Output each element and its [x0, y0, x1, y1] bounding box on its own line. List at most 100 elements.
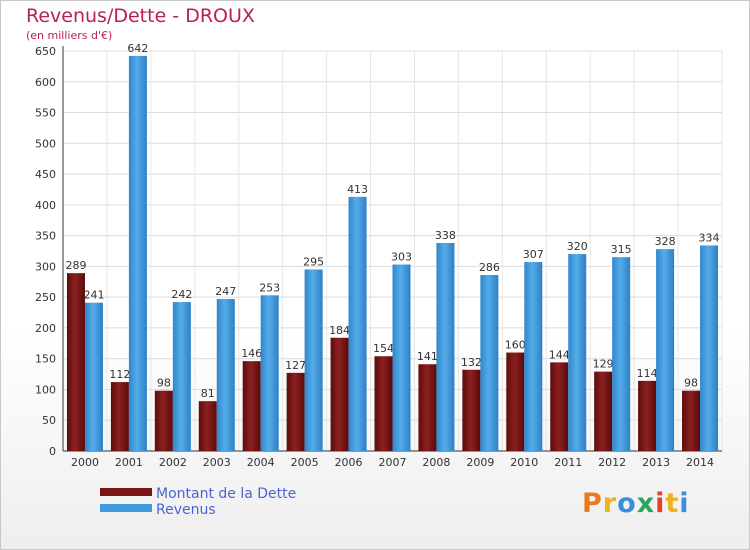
y-tick-label: 600	[35, 76, 56, 89]
logo-letter: o	[617, 488, 637, 519]
legend-label-dette: Montant de la Dette	[156, 486, 297, 502]
bar-revenus-2011	[568, 254, 587, 451]
bar-revenus-2014	[700, 245, 719, 451]
data-label-revenus-2005: 295	[303, 255, 324, 268]
x-tick-label: 2012	[598, 456, 626, 469]
bar-revenus-2013	[656, 249, 675, 451]
y-tick-label: 400	[35, 199, 56, 212]
y-tick-label: 300	[35, 260, 56, 273]
x-tick-label: 2009	[466, 456, 494, 469]
data-label-revenus-2006: 413	[347, 183, 368, 196]
bar-dette-2004	[242, 361, 261, 451]
bar-dette-2013	[638, 380, 657, 451]
data-label-revenus-2001: 642	[127, 42, 148, 55]
data-label-dette-2007: 154	[373, 342, 394, 355]
bar-dette-2001	[110, 382, 129, 451]
data-label-dette-2006: 184	[329, 324, 350, 337]
x-tick-label: 2004	[247, 456, 275, 469]
x-tick-label: 2005	[291, 456, 319, 469]
bar-revenus-2008	[436, 243, 455, 451]
data-label-dette-2009: 132	[461, 356, 482, 369]
bar-dette-2006	[330, 337, 349, 451]
x-tick-label: 2011	[554, 456, 582, 469]
y-tick-label: 0	[49, 445, 56, 458]
logo-letter: r	[602, 488, 618, 519]
data-label-revenus-2014: 334	[699, 231, 720, 244]
chart-subtitle: (en milliers d'€)	[26, 29, 113, 42]
y-tick-label: 250	[35, 291, 56, 304]
bar-revenus-2000	[84, 302, 103, 451]
logo-letter: x	[636, 488, 656, 519]
bar-revenus-2009	[480, 275, 499, 451]
bar-dette-2010	[506, 352, 525, 451]
bar-dette-2000	[66, 273, 85, 451]
bar-revenus-2002	[172, 302, 191, 451]
data-label-dette-2010: 160	[505, 339, 526, 352]
data-label-revenus-2010: 307	[523, 248, 544, 261]
bar-revenus-2006	[348, 196, 367, 451]
logo-letter: P	[582, 488, 603, 519]
data-label-dette-2003: 81	[201, 387, 215, 400]
bar-revenus-2007	[392, 264, 411, 451]
data-label-revenus-2007: 303	[391, 251, 412, 264]
y-tick-label: 350	[35, 230, 56, 243]
x-tick-label: 2007	[379, 456, 407, 469]
logo-letter: i	[679, 488, 690, 519]
x-tick-label: 2003	[203, 456, 231, 469]
y-tick-label: 200	[35, 322, 56, 335]
data-label-dette-2011: 144	[549, 348, 570, 361]
data-label-dette-2004: 146	[241, 347, 262, 360]
bar-dette-2002	[154, 390, 173, 451]
data-label-revenus-2011: 320	[567, 240, 588, 253]
x-tick-label: 2010	[510, 456, 538, 469]
data-label-dette-2002: 98	[157, 377, 171, 390]
data-label-dette-2000: 289	[65, 259, 86, 272]
bar-dette-2009	[462, 369, 481, 451]
bar-revenus-2001	[128, 55, 147, 452]
data-label-revenus-2009: 286	[479, 261, 500, 274]
data-label-dette-2012: 129	[593, 358, 614, 371]
x-tick-label: 2014	[686, 456, 714, 469]
bar-dette-2003	[198, 401, 217, 451]
bar-revenus-2003	[216, 299, 235, 451]
x-tick-label: 2006	[335, 456, 363, 469]
y-tick-label: 50	[42, 414, 56, 427]
proxiti-logo: Proxiti	[582, 488, 690, 519]
x-tick-label: 2001	[115, 456, 143, 469]
data-label-revenus-2003: 247	[215, 285, 236, 298]
data-label-revenus-2004: 253	[259, 281, 280, 294]
bar-revenus-2010	[524, 262, 543, 451]
data-label-revenus-2013: 328	[655, 235, 676, 248]
bar-dette-2005	[286, 372, 305, 451]
data-label-dette-2001: 112	[109, 368, 130, 381]
data-label-revenus-2012: 315	[611, 243, 632, 256]
bar-dette-2014	[682, 390, 701, 451]
data-label-revenus-2008: 338	[435, 229, 456, 242]
y-tick-label: 450	[35, 168, 56, 181]
bar-revenus-2012	[612, 257, 631, 451]
legend-label-revenus: Revenus	[156, 502, 216, 518]
bar-revenus-2005	[304, 269, 323, 451]
logo-letter: t	[665, 488, 680, 519]
y-tick-label: 500	[35, 137, 56, 150]
legend-swatch-revenus	[100, 504, 152, 512]
data-label-dette-2013: 114	[637, 367, 658, 380]
y-tick-label: 650	[35, 45, 56, 58]
x-tick-label: 2013	[642, 456, 670, 469]
y-tick-label: 150	[35, 353, 56, 366]
legend-swatch-dette	[100, 488, 152, 496]
data-label-dette-2014: 98	[684, 377, 698, 390]
chart-title: Revenus/Dette - DROUX	[26, 5, 255, 27]
data-label-revenus-2002: 242	[171, 288, 192, 301]
bar-dette-2008	[418, 364, 437, 451]
x-tick-label: 2008	[422, 456, 450, 469]
data-label-dette-2005: 127	[285, 359, 306, 372]
data-label-revenus-2000: 241	[83, 289, 104, 302]
y-tick-label: 550	[35, 107, 56, 120]
bar-dette-2011	[550, 362, 569, 451]
data-label-dette-2008: 141	[417, 350, 438, 363]
x-tick-label: 2002	[159, 456, 187, 469]
bar-revenus-2004	[260, 295, 279, 451]
y-tick-label: 100	[35, 383, 56, 396]
